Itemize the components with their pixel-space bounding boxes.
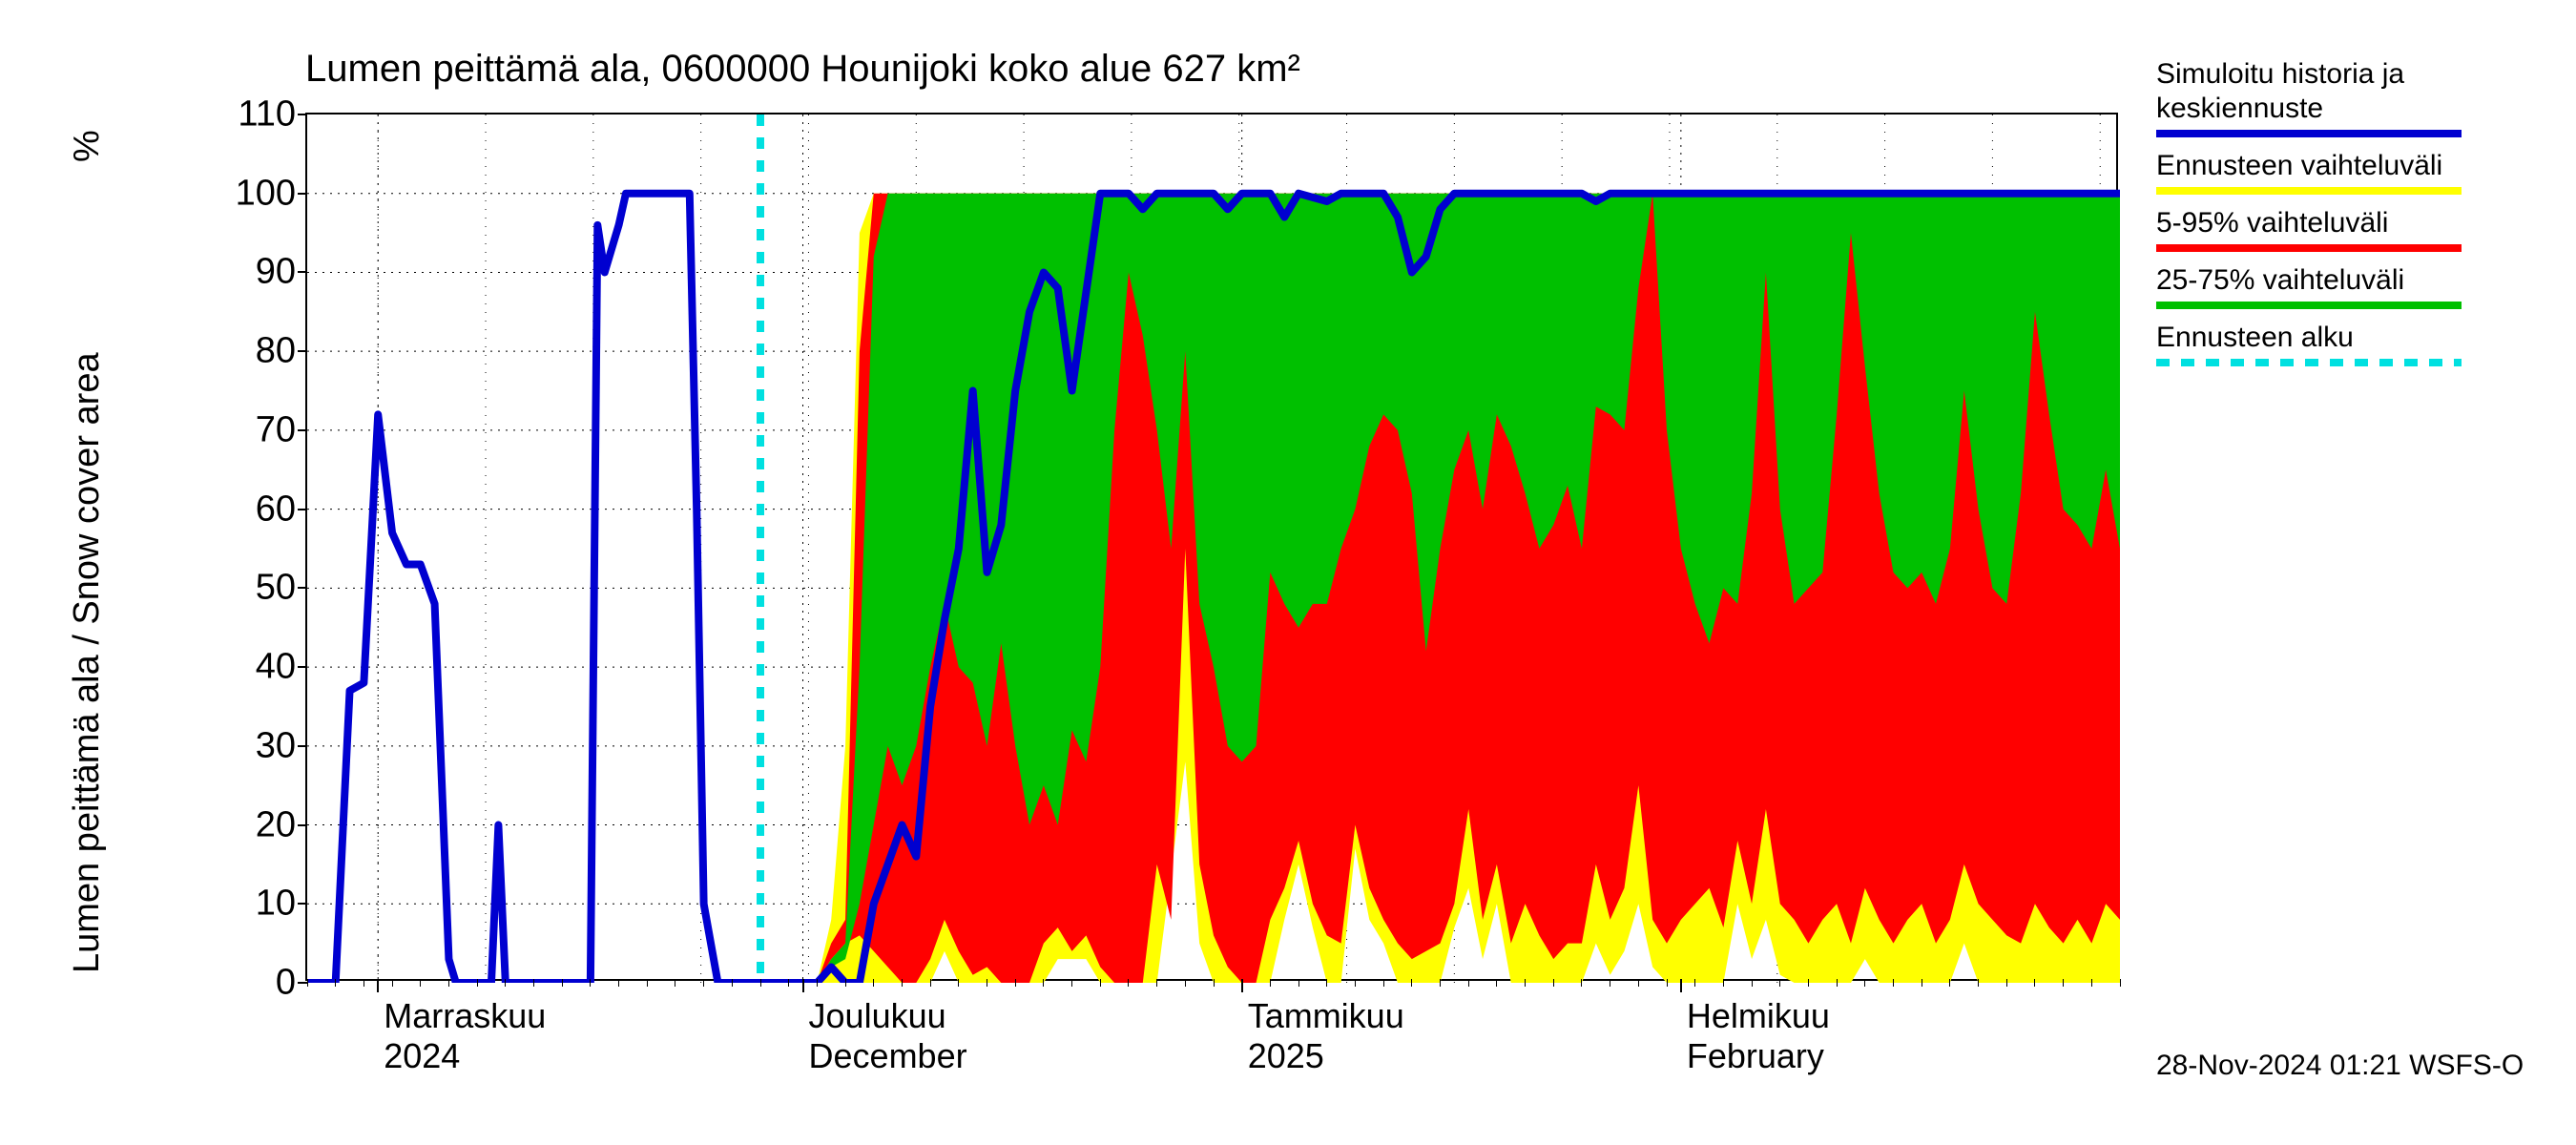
chart-title: Lumen peittämä ala, 0600000 Hounijoki ko… bbox=[305, 48, 1300, 91]
legend-swatch bbox=[2156, 302, 2462, 309]
legend-label: keskiennuste bbox=[2156, 92, 2481, 126]
plot-svg bbox=[307, 114, 2120, 983]
xtick-label: Joulukuu bbox=[809, 996, 946, 1036]
legend-item: Ennusteen vaihteluväli bbox=[2156, 149, 2481, 195]
legend-label: Ennusteen alku bbox=[2156, 321, 2481, 355]
legend-label: Ennusteen vaihteluväli bbox=[2156, 149, 2481, 183]
legend-swatch bbox=[2156, 244, 2462, 252]
xtick-label: Tammikuu bbox=[1248, 996, 1404, 1036]
xtick-sublabel: December bbox=[809, 1036, 967, 1076]
legend-swatch bbox=[2156, 130, 2462, 137]
y-axis-label: Lumen peittämä ala / Snow cover area bbox=[67, 352, 108, 973]
legend: Simuloitu historia jakeskiennuste Ennuste… bbox=[2156, 57, 2481, 378]
legend-swatch bbox=[2156, 359, 2462, 366]
plot-area: 0102030405060708090100110Marraskuu2024Jo… bbox=[305, 113, 2118, 981]
xtick-sublabel: 2025 bbox=[1248, 1036, 1324, 1076]
legend-item: 25-75% vaihteluväli bbox=[2156, 263, 2481, 309]
xtick-sublabel: February bbox=[1687, 1036, 1824, 1076]
legend-item: Ennusteen alku bbox=[2156, 321, 2481, 366]
ytick-label: 0 bbox=[276, 963, 296, 1004]
legend-label: Simuloitu historia ja bbox=[2156, 57, 2481, 92]
legend-item: 5-95% vaihteluväli bbox=[2156, 206, 2481, 252]
ytick-label: 30 bbox=[256, 725, 296, 766]
footer-timestamp: 28-Nov-2024 01:21 WSFS-O bbox=[2156, 1050, 2524, 1082]
ytick-label: 110 bbox=[238, 94, 296, 135]
ytick-label: 100 bbox=[236, 173, 296, 214]
ytick-label: 60 bbox=[256, 489, 296, 530]
xtick-sublabel: 2024 bbox=[384, 1036, 460, 1076]
ytick-label: 80 bbox=[256, 331, 296, 372]
ytick-label: 70 bbox=[256, 409, 296, 450]
ytick-label: 10 bbox=[256, 884, 296, 925]
xtick-label: Helmikuu bbox=[1687, 996, 1830, 1036]
legend-label: 5-95% vaihteluväli bbox=[2156, 206, 2481, 240]
ytick-label: 50 bbox=[256, 568, 296, 609]
ytick-label: 20 bbox=[256, 804, 296, 845]
ytick-label: 90 bbox=[256, 252, 296, 293]
legend-item: Simuloitu historia jakeskiennuste bbox=[2156, 57, 2481, 137]
chart-container: Lumen peittämä ala, 0600000 Hounijoki ko… bbox=[0, 0, 2576, 1145]
y-axis-unit: % bbox=[67, 130, 108, 162]
xtick-label: Marraskuu bbox=[384, 996, 546, 1036]
legend-label: 25-75% vaihteluväli bbox=[2156, 263, 2481, 298]
ytick-label: 40 bbox=[256, 647, 296, 688]
legend-swatch bbox=[2156, 187, 2462, 195]
